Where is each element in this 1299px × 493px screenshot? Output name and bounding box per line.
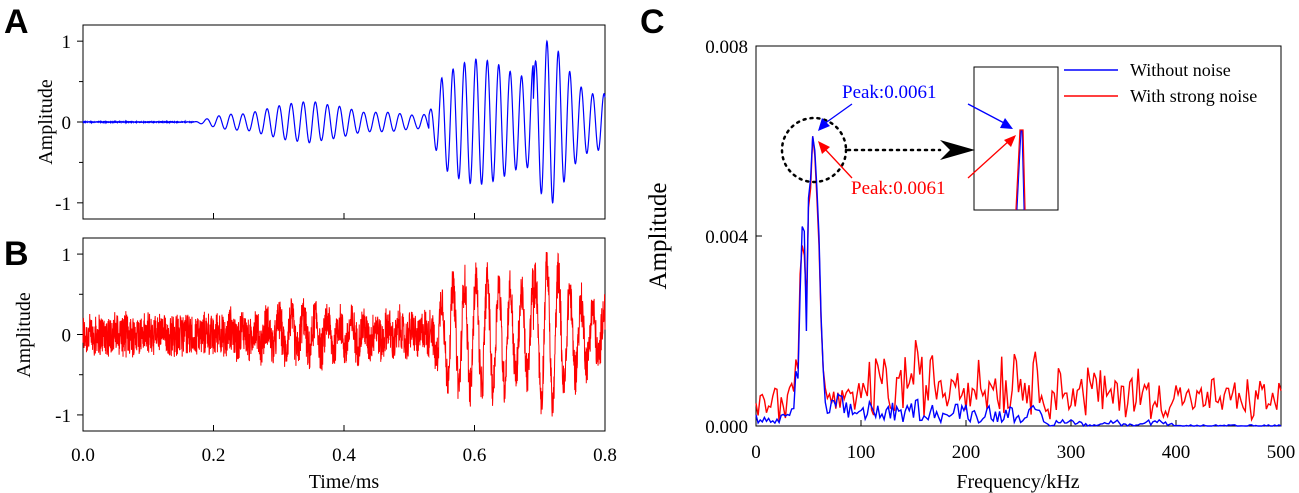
panel-letter-b: B [4, 235, 29, 273]
peak-highlight-circle [780, 116, 848, 184]
panel-b-xlabel: Time/ms [309, 471, 380, 493]
inset-arrow-blue-head [1000, 118, 1013, 129]
panel-letter-a: A [4, 3, 29, 41]
panel-b-xtick-label-2: 0.4 [332, 445, 356, 466]
panel-a-series-line [82, 39, 606, 204]
legend: Without noise With strong noise [1064, 60, 1257, 106]
legend-label-without-noise: Without noise [1130, 60, 1231, 80]
panel-b-chart: -1 0 1 0.0 0.2 0.4 0.6 0.8 Amplitude Time/ms [13, 237, 617, 493]
panel-b-xtick-label-1: 0.2 [202, 445, 226, 466]
peak-arrow-blue-shaft [823, 103, 853, 125]
inset-frame [973, 66, 1059, 211]
panel-c-xtick-label-3: 300 [1057, 442, 1086, 463]
panel-c-xtick-label-4: 400 [1162, 442, 1191, 463]
panel-b-xtick-label-4: 0.8 [593, 445, 617, 466]
panel-c-xtick-label-0: 0 [751, 442, 761, 463]
inset-peak-red [1015, 129, 1026, 211]
panel-letter-c: C [640, 3, 665, 41]
panel-b-xtick-label-3: 0.6 [463, 445, 487, 466]
panel-c-xtick-label-5: 500 [1267, 442, 1296, 463]
panel-b-ytick-label-0: -1 [55, 406, 71, 427]
panel-a-ytick-label-0: -1 [55, 194, 71, 215]
peak-arrow-red-head [818, 141, 830, 154]
panel-b-ytick-label-1: 0 [62, 326, 72, 347]
panel-c-series-without-noise [755, 136, 1282, 428]
panel-c-xtick-label-2: 200 [952, 442, 981, 463]
peak-label-with-noise: Peak:0.0061 [851, 178, 945, 199]
panel-c-ylabel: Amplitude [645, 183, 672, 290]
panel-c-ytick-label-2: 0.008 [705, 37, 748, 58]
inset-pointer-arrowhead [940, 140, 975, 160]
panel-c-series-with-noise [755, 136, 1282, 423]
panel-c-ytick-label-0: 0.000 [705, 417, 748, 438]
panel-a-ytick-label-1: 0 [62, 113, 72, 134]
peak-arrow-red-shaft [823, 147, 853, 179]
panel-c-chart: 0.000 0.004 0.008 0 100 200 300 400 500 Amplitud… [645, 37, 1295, 493]
panel-a-ytick-label-2: 1 [62, 32, 72, 53]
panel-b-xtick-label-0: 0.0 [71, 445, 95, 466]
panel-b-series-line [82, 251, 606, 417]
panel-c-xtick-label-1: 100 [847, 442, 876, 463]
legend-label-with-noise: With strong noise [1130, 86, 1257, 106]
panel-b-ylabel: Amplitude [13, 292, 35, 378]
inset-peak-blue [1016, 130, 1025, 211]
inset-arrow-blue-shaft [967, 103, 1007, 125]
inset-arrow-red-head [1004, 135, 1016, 147]
peak-arrow-blue-head [818, 118, 830, 131]
peak-label-without-noise: Peak:0.0061 [842, 82, 936, 103]
inset-arrow-red-shaft [967, 139, 1011, 179]
panel-c-ytick-label-1: 0.004 [705, 227, 748, 248]
panel-a-ylabel: Amplitude [35, 79, 57, 165]
panel-b-ytick-label-2: 1 [62, 245, 72, 266]
panel-a-chart: -1 0 1 Amplitude [35, 24, 606, 220]
panel-c-xlabel: Frequency/kHz [956, 471, 1079, 493]
